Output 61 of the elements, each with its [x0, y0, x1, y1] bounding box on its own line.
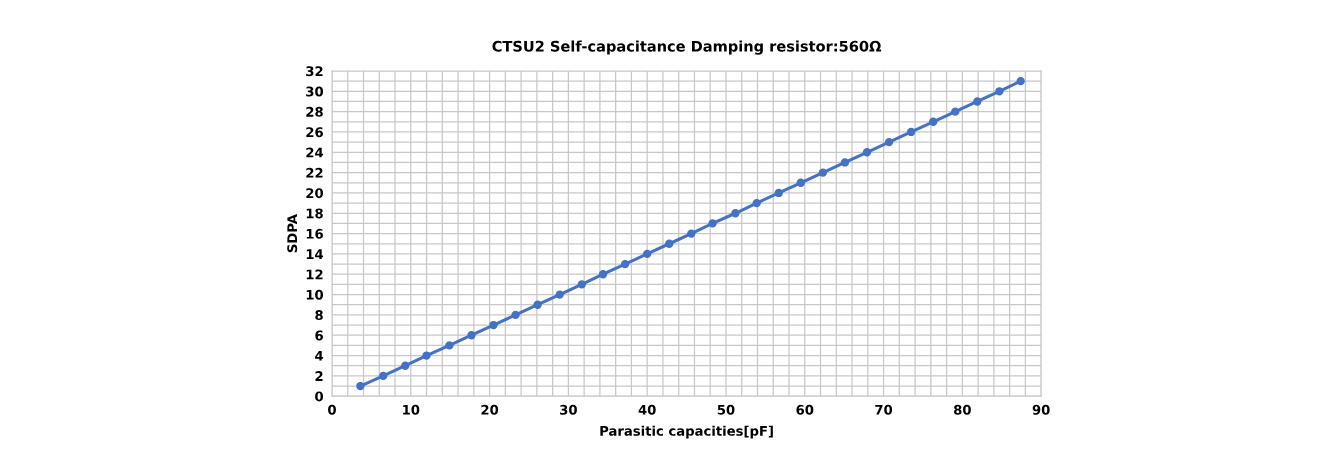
y-tick-label: 30 — [306, 86, 324, 97]
x-tick-label: 40 — [638, 404, 656, 415]
x-tick-label: 70 — [875, 404, 893, 415]
point — [401, 361, 410, 370]
y-tick-label: 12 — [306, 269, 323, 280]
x-tick-label: 30 — [560, 404, 577, 415]
y-tick-label: 24 — [306, 147, 324, 158]
point — [511, 310, 520, 320]
x-tick-label: 10 — [403, 404, 420, 415]
x-axis-title: Parasitic capacities[pF] — [600, 425, 773, 439]
point — [818, 168, 828, 177]
x-tick-label: 0 — [328, 404, 336, 415]
point — [796, 178, 805, 187]
point — [929, 117, 938, 126]
point — [774, 188, 783, 198]
point — [598, 270, 608, 279]
y-tick-label: 28 — [306, 106, 323, 117]
point — [752, 198, 761, 208]
y-tick-label: 2 — [315, 371, 323, 381]
point — [665, 239, 674, 248]
point — [379, 371, 388, 381]
x-tick-label: 20 — [481, 404, 499, 415]
point — [687, 229, 696, 238]
chart-title: CTSU2 Self-capacitance Damping resistor:560Ω — [492, 40, 882, 55]
y-tick-label: 16 — [306, 228, 323, 239]
point — [906, 127, 916, 137]
y-tick-label: 32 — [306, 66, 323, 77]
point — [862, 148, 872, 157]
point — [577, 280, 586, 289]
point — [643, 249, 652, 259]
y-tick-label: 14 — [306, 249, 324, 259]
y-tick-label: 6 — [315, 330, 323, 341]
point — [973, 97, 982, 106]
point — [840, 158, 850, 167]
point — [708, 219, 717, 228]
x-tick-label: 60 — [796, 404, 814, 415]
x-tick-label: 50 — [717, 404, 735, 415]
y-axis-title: SDPA — [287, 214, 298, 253]
y-tick-label: 0 — [315, 391, 324, 402]
point — [445, 341, 454, 350]
point — [356, 381, 365, 391]
x-tick-label: 90 — [1032, 404, 1050, 415]
x-tick-label: 80 — [953, 404, 971, 415]
y-tick-label: 10 — [306, 289, 324, 300]
point — [884, 137, 894, 147]
point — [995, 87, 1004, 96]
point — [620, 259, 630, 269]
y-tick-label: 18 — [306, 208, 323, 219]
point — [555, 290, 564, 299]
y-tick-label: 20 — [306, 188, 324, 199]
y-tick-label: 4 — [315, 350, 324, 361]
y-tick-label: 22 — [306, 167, 323, 178]
point — [489, 320, 498, 330]
point — [731, 209, 740, 218]
point — [1016, 76, 1025, 86]
y-tick-label: 26 — [306, 127, 323, 138]
point — [951, 107, 960, 116]
point — [533, 300, 542, 309]
point — [467, 331, 476, 340]
y-tick-label: 8 — [315, 310, 323, 321]
point — [422, 351, 431, 360]
